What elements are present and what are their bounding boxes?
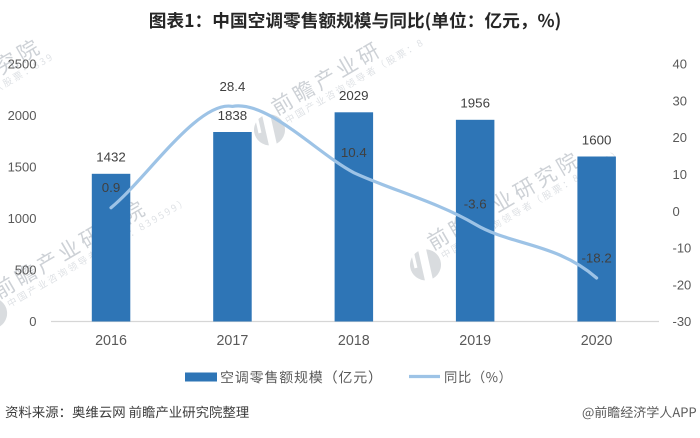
svg-text:-30: -30 bbox=[673, 314, 692, 329]
svg-text:28.4: 28.4 bbox=[219, 79, 245, 94]
svg-text:2019: 2019 bbox=[459, 333, 491, 349]
svg-text:1956: 1956 bbox=[460, 96, 490, 111]
svg-text:30: 30 bbox=[673, 93, 687, 108]
svg-text:0: 0 bbox=[29, 314, 36, 329]
svg-text:1500: 1500 bbox=[8, 160, 37, 175]
svg-text:0: 0 bbox=[673, 204, 680, 219]
svg-text:20: 20 bbox=[673, 130, 687, 145]
svg-text:2020: 2020 bbox=[581, 333, 613, 349]
svg-text:-10: -10 bbox=[673, 241, 692, 256]
svg-text:-3.6: -3.6 bbox=[464, 197, 487, 212]
svg-text:1600: 1600 bbox=[582, 132, 612, 147]
svg-text:40: 40 bbox=[673, 56, 687, 71]
svg-text:2000: 2000 bbox=[8, 108, 37, 123]
svg-text:2500: 2500 bbox=[8, 56, 37, 71]
svg-text:-18.2: -18.2 bbox=[581, 250, 611, 265]
svg-text:500: 500 bbox=[15, 263, 37, 278]
svg-text:2016: 2016 bbox=[95, 333, 127, 349]
svg-text:-20: -20 bbox=[673, 277, 692, 292]
svg-text:0.9: 0.9 bbox=[102, 180, 121, 195]
svg-text:1838: 1838 bbox=[218, 108, 248, 123]
svg-text:2018: 2018 bbox=[338, 333, 370, 349]
svg-text:1000: 1000 bbox=[8, 211, 37, 226]
svg-text:1432: 1432 bbox=[96, 150, 126, 165]
svg-text:10.4: 10.4 bbox=[341, 145, 367, 160]
svg-text:2029: 2029 bbox=[339, 88, 369, 103]
svg-text:2017: 2017 bbox=[216, 333, 248, 349]
svg-text:10: 10 bbox=[673, 167, 687, 182]
